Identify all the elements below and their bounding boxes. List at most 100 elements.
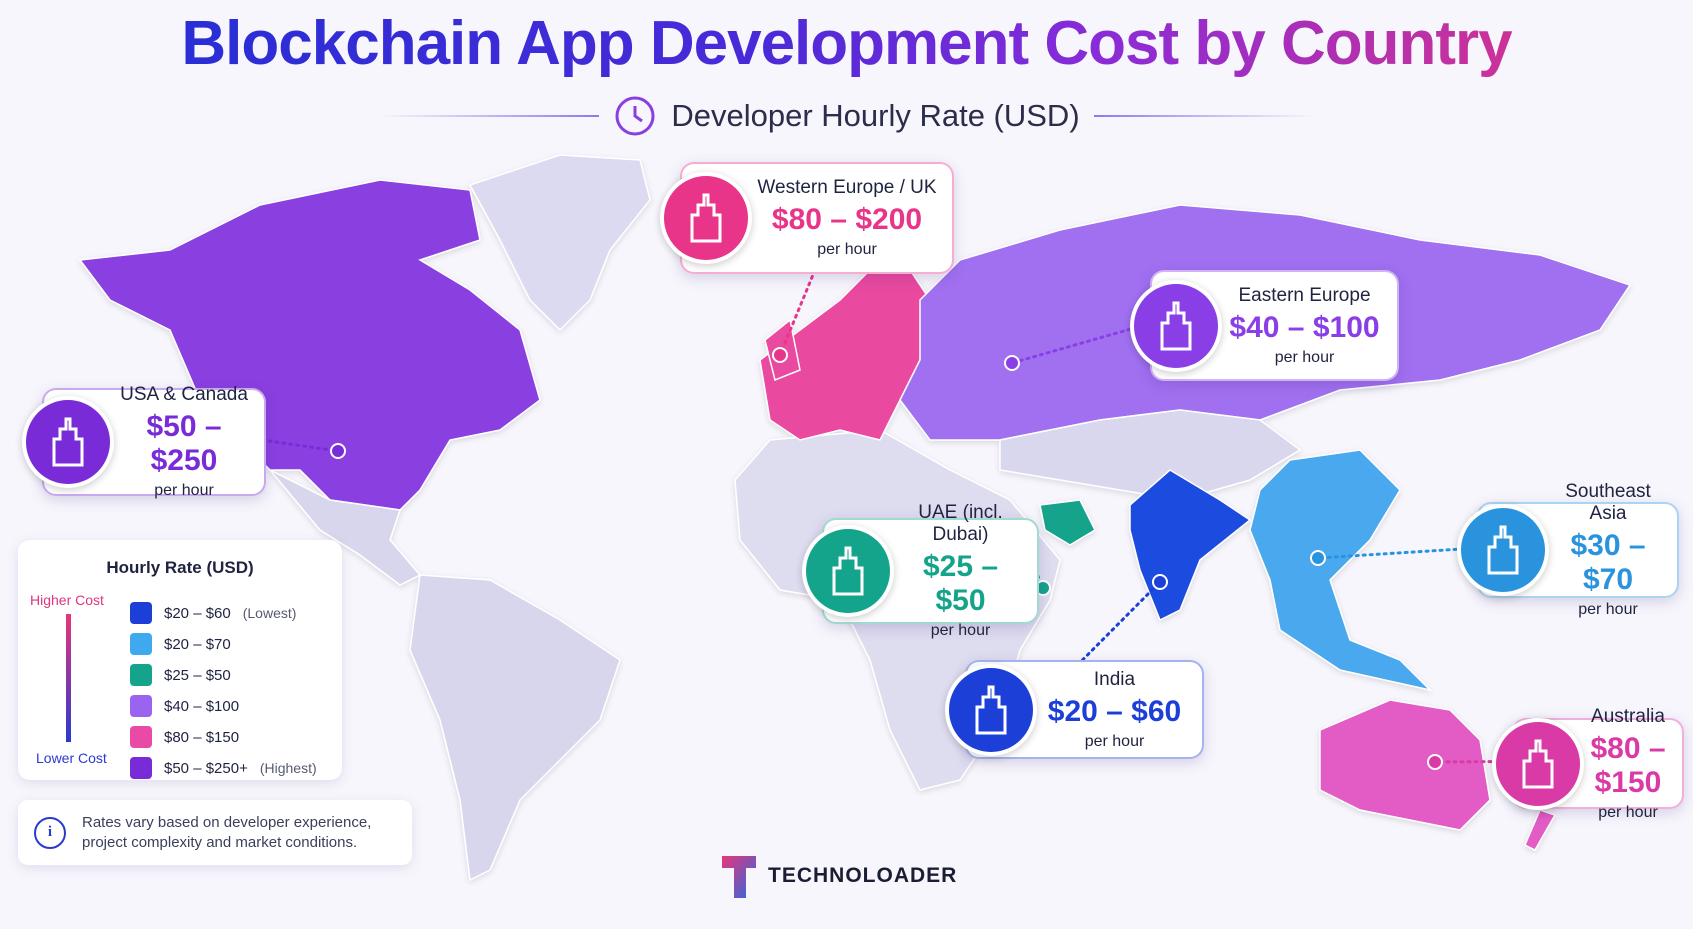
callout-text: India $20 – $60 per hour [967, 669, 1202, 751]
landmark-glyph [1160, 301, 1192, 350]
rate-range: $25 – $50 [922, 550, 999, 617]
divider [1093, 115, 1314, 117]
rate-unit: per hour [1274, 348, 1335, 366]
connector [1081, 580, 1162, 662]
region-name: UAE (incl. Dubai) [918, 502, 1003, 545]
callout: India $20 – $60 per hour [945, 660, 1204, 759]
rate-unit: per hour [817, 241, 877, 258]
rate-range: $20 – $60 [1047, 694, 1182, 728]
callout: Eastern Europe $40 – $100 per hour [1130, 270, 1399, 381]
landmark-glyph [52, 417, 84, 467]
clock-icon [615, 96, 655, 136]
connector [260, 438, 340, 453]
rate-unit: per hour [1084, 732, 1145, 750]
location-dot [772, 347, 788, 363]
connector [778, 268, 817, 357]
legend-swatch [130, 664, 152, 686]
legend-range: $40 – $100 [164, 697, 240, 715]
landmark-glyph [832, 546, 864, 596]
legend-item: $20 – $70 [130, 633, 231, 655]
rate-range: $80 – $200 [771, 203, 923, 236]
rate-unit: per hour [154, 482, 214, 499]
legend-range: $25 – $50 [164, 666, 231, 684]
callout: Western Europe / UK $80 – $200 per hour [660, 162, 954, 274]
landmark-glyph [1522, 739, 1554, 788]
callout-icon [945, 663, 1037, 756]
region-name: Eastern Europe [1238, 284, 1371, 306]
rate-range: $40 – $100 [1229, 310, 1380, 344]
subtitle: Developer Hourly Rate (USD) [671, 98, 1080, 133]
legend-range: $20 – $70 [164, 635, 231, 653]
note-box: i Rates vary based on developer experien… [18, 800, 412, 865]
rate-range: $30 – $70 [1570, 529, 1646, 596]
callout-text: Southeast Asia $30 – $70 per hour [1479, 481, 1677, 619]
region-name: Southeast Asia [1565, 481, 1651, 524]
legend-swatch [130, 633, 152, 655]
south-america [409, 574, 621, 882]
location-dot [1427, 754, 1443, 770]
legend: Hourly Rate (USD) Higher Cost Lower Cost… [18, 540, 342, 780]
note: Rates vary based on developer experience… [82, 813, 372, 851]
brand-name: TECHNOLOADER [768, 864, 958, 887]
legend-note: (Highest) [259, 760, 317, 776]
location-dot [1310, 550, 1326, 566]
china-southeast-asia [1249, 449, 1433, 692]
legend-swatch [130, 695, 152, 717]
landmark-glyph [690, 193, 722, 243]
callout-text: USA & Canada $50 – $250 per hour [44, 384, 264, 500]
rate-range: $50 – $250 [146, 410, 222, 477]
callout: Southeast Asia $30 – $70 per hour [1457, 481, 1679, 618]
new-zealand [1524, 809, 1557, 851]
india [1129, 469, 1252, 622]
uae [1039, 499, 1096, 546]
callout-icon [1130, 279, 1222, 372]
legend-range: $80 – $150 [164, 728, 240, 746]
rate-unit: per hour [1578, 601, 1638, 618]
region-name: India [1093, 668, 1136, 690]
region-name: Australia [1591, 705, 1665, 727]
title: Blockchain App Development Cost by Count… [0, 8, 1693, 79]
callout-text: UAE (incl. Dubai) $25 – $50 per hour [824, 502, 1037, 640]
legend-title: Hourly Rate (USD) [106, 558, 254, 577]
greenland [468, 154, 651, 332]
asia [999, 409, 1302, 501]
callout: USA & Canada $50 – $250 per hour [22, 384, 266, 499]
legend-lower: Lower Cost [36, 750, 107, 766]
landmark-glyph [975, 685, 1007, 734]
callout-text: Eastern Europe $40 – $100 per hour [1152, 285, 1397, 367]
location-dot [330, 443, 346, 459]
legend-item: $40 – $100 [130, 695, 239, 717]
rate-unit: per hour [1598, 803, 1658, 821]
divider [379, 115, 600, 117]
legend-swatch [130, 726, 152, 748]
subtitle-row: Developer Hourly Rate (USD) [0, 94, 1693, 138]
callout-text: Australia $80 – $150 per hour [1514, 706, 1682, 822]
brand: TECHNOLOADER [720, 850, 957, 902]
callout-icon [660, 172, 752, 264]
callout-icon [22, 396, 114, 488]
legend-item: $20 – $60 (Lowest) [130, 602, 296, 624]
landmark-glyph [1487, 525, 1519, 575]
legend-swatch [130, 602, 152, 624]
location-dot [1004, 355, 1020, 371]
legend-swatch [130, 757, 152, 779]
legend-note: (Lowest) [242, 605, 297, 621]
callout-icon [802, 525, 894, 617]
callout-icon [1457, 504, 1549, 596]
brand-logo [722, 856, 756, 898]
info-icon: i [34, 816, 66, 849]
legend-arrow [66, 614, 71, 742]
callout-icon [1492, 717, 1584, 810]
location-dot [1152, 574, 1168, 590]
connector [1316, 546, 1479, 560]
legend-item: $50 – $250+ (Highest) [130, 757, 317, 779]
legend-item: $80 – $150 [130, 726, 239, 748]
region-name: Western Europe / UK [757, 177, 937, 198]
callout: UAE (incl. Dubai) $25 – $50 per hour [802, 502, 1039, 639]
legend-range: $20 – $60 [164, 604, 231, 622]
legend-item: $25 – $50 [130, 664, 231, 686]
callout: Australia $80 – $150 per hour [1492, 706, 1684, 821]
rate-unit: per hour [930, 622, 991, 639]
legend-range: $50 – $250+ [164, 759, 248, 777]
